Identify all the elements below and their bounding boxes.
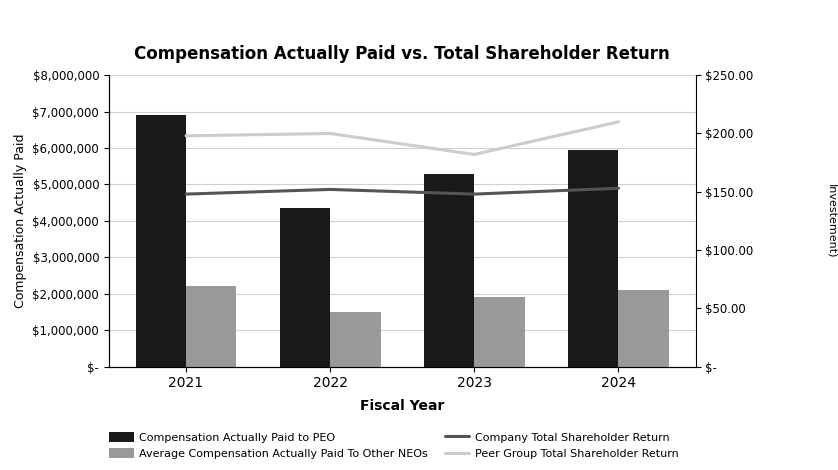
Company Total Shareholder Return: [469, 191, 479, 197]
Title: Compensation Actually Paid vs. Total Shareholder Return: Compensation Actually Paid vs. Total Sha…: [134, 45, 670, 63]
Company Total Shareholder Return: [613, 186, 623, 191]
Bar: [474, 298, 525, 367]
Bar: [330, 312, 380, 367]
Y-axis label: Total Shareholder Reutrn (Value of fixed $100 Initial
Investement): Total Shareholder Reutrn (Value of fixed…: [826, 77, 838, 365]
Bar: [568, 150, 618, 367]
Company Total Shareholder Return: [181, 191, 191, 197]
Company Total Shareholder Return: [325, 187, 335, 192]
Peer Group Total Shareholder Return: [469, 152, 479, 157]
Bar: [618, 290, 669, 367]
Line: Company Total Shareholder Return: Company Total Shareholder Return: [186, 188, 618, 194]
Peer Group Total Shareholder Return: [325, 131, 335, 136]
Line: Peer Group Total Shareholder Return: Peer Group Total Shareholder Return: [186, 122, 618, 155]
Peer Group Total Shareholder Return: [613, 119, 623, 125]
Y-axis label: Compensation Actually Paid: Compensation Actually Paid: [14, 133, 27, 308]
Bar: [136, 115, 186, 367]
Bar: [186, 286, 236, 367]
X-axis label: Fiscal Year: Fiscal Year: [360, 399, 444, 413]
Legend: Compensation Actually Paid to PEO, Average Compensation Actually Paid To Other N: Compensation Actually Paid to PEO, Avera…: [104, 426, 684, 464]
Peer Group Total Shareholder Return: [181, 133, 191, 139]
Bar: [424, 173, 474, 367]
Bar: [280, 208, 330, 367]
